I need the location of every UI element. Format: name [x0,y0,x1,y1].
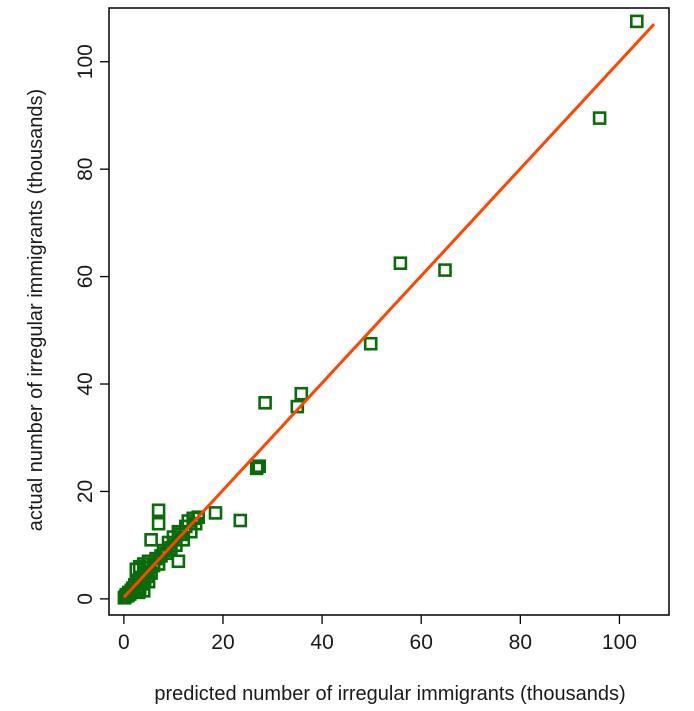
x-tick-label: 0 [118,631,130,654]
x-axis-ticks: 0 20 40 60 80 100 [118,615,637,654]
scatter-point-41 [173,556,184,567]
scatter-point-61 [594,113,605,124]
scatter-point-55 [260,397,271,408]
y-tick-label: 100 [74,44,97,79]
y-tick-label: 80 [74,158,97,181]
x-axis-title: predicted number of irregular immigrants… [154,683,625,705]
x-tick-label: 80 [509,631,532,654]
y-tick-label: 60 [74,265,97,288]
scatter-point-32 [153,518,164,529]
y-tick-label: 40 [74,372,97,395]
scatter-point-28 [146,534,157,545]
x-tick-label: 60 [410,631,433,654]
scatter-point-62 [631,16,642,27]
y-axis-title: actual number of irregular immigrants (t… [25,89,47,531]
y-axis-ticks: 0 20 40 60 80 100 [74,44,109,605]
scatter-point-57 [296,388,307,399]
scatter-point-33 [153,505,164,516]
scatter-point-51 [210,507,221,518]
y-tick-label: 20 [74,480,97,503]
scatter-point-52 [235,515,246,526]
x-tick-label: 100 [602,631,637,654]
fit-line [124,24,654,597]
scatter-point-59 [395,258,406,269]
x-tick-label: 20 [211,631,234,654]
chart-marks [119,16,654,603]
scatter-point-60 [440,265,451,276]
x-tick-label: 40 [310,631,333,654]
y-tick-label: 0 [74,593,97,605]
scatter-point-58 [365,338,376,349]
